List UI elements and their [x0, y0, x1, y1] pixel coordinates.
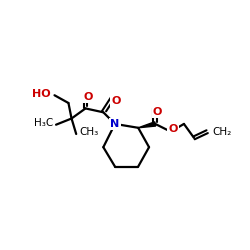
- Text: CH₂: CH₂: [212, 127, 232, 137]
- Text: CH₃: CH₃: [79, 127, 98, 137]
- Polygon shape: [138, 122, 156, 128]
- Text: O: O: [168, 124, 178, 134]
- Text: O: O: [83, 92, 92, 102]
- Text: O: O: [111, 96, 120, 106]
- Text: H₃C: H₃C: [34, 118, 53, 128]
- Text: HO: HO: [32, 90, 50, 100]
- Text: O: O: [153, 106, 162, 117]
- Text: N: N: [110, 119, 120, 129]
